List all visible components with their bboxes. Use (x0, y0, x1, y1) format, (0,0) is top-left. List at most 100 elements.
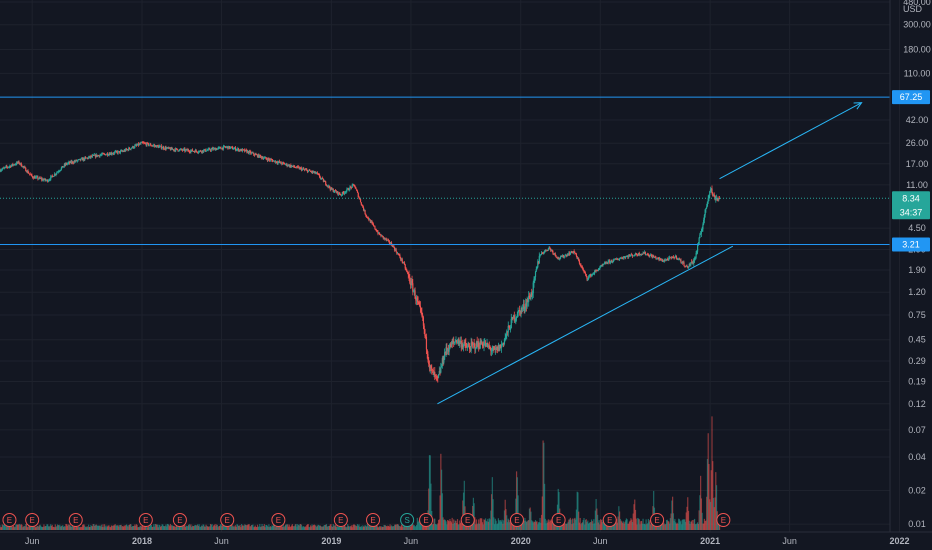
volume-bar (381, 526, 384, 530)
candle-body (562, 255, 564, 257)
price-axis[interactable]: USD480.00300.00180.00110.0042.0026.0017.… (903, 0, 931, 529)
candle-body (484, 342, 487, 347)
volume-bar (616, 522, 618, 530)
candle-body (14, 164, 16, 166)
volume-bar (203, 526, 206, 530)
candle-body (535, 268, 537, 272)
time-axis[interactable]: Jun2018Jun2019Jun2020Jun2021Jun2022JunNo… (25, 536, 932, 546)
candle-body (113, 152, 115, 154)
candle-body (563, 256, 565, 258)
candle-body (366, 216, 368, 218)
candle-body (119, 151, 121, 153)
candle-body (128, 147, 131, 150)
event-marker-ring (400, 513, 415, 527)
volume-bar (328, 525, 331, 530)
volume-bar (284, 525, 286, 530)
candle-body (58, 171, 60, 173)
volume-bar (237, 524, 239, 530)
candle-body (418, 301, 420, 305)
candle-body (504, 337, 506, 340)
candle-body (322, 178, 325, 182)
volume-bar (162, 524, 164, 530)
candle-body (267, 158, 269, 161)
candle-body (63, 166, 65, 168)
volume-bar (23, 525, 25, 530)
volume-bar (580, 524, 582, 530)
candle-body (21, 166, 23, 167)
candle-body (60, 167, 62, 170)
candle-body (146, 142, 148, 146)
candle-body (17, 161, 19, 163)
candle-body (644, 251, 646, 255)
trendlines[interactable] (437, 102, 863, 405)
volume-bar (668, 523, 671, 530)
candle-body (303, 168, 305, 170)
volume-bar (263, 524, 265, 530)
candle-body (83, 158, 85, 160)
candle-body (523, 304, 525, 310)
volume-bar (702, 523, 704, 530)
volume-bar (337, 526, 339, 530)
candle-body (702, 224, 704, 230)
candle-body (237, 148, 239, 150)
volume-bar (47, 526, 50, 530)
volume-bar (172, 525, 174, 530)
volume-bar (515, 471, 518, 530)
volume-bar (714, 497, 716, 530)
volume-bar (683, 519, 685, 530)
candle-body (506, 331, 509, 333)
candle-body (187, 149, 189, 151)
volume-bar (355, 525, 357, 530)
volume-bar (48, 526, 50, 530)
candle-body (388, 240, 390, 244)
volume-bar (248, 524, 250, 530)
candle-body (559, 258, 561, 260)
level-badge-label: 67.25 (900, 92, 923, 102)
volume-bar (150, 525, 153, 530)
candle-body (634, 253, 637, 256)
volume-bar (278, 526, 281, 530)
volume-bar (56, 525, 58, 530)
candle-body (450, 342, 453, 348)
candle-body (206, 149, 209, 151)
volume-bar (46, 524, 48, 530)
volume-bar (406, 524, 409, 530)
volume-bar (153, 524, 155, 530)
candle-body (3, 167, 5, 169)
volume-bar (52, 526, 54, 530)
volume-bar (349, 525, 351, 530)
candle-body (259, 155, 261, 158)
volume-bar (695, 524, 697, 530)
horizontal-levels[interactable] (0, 96, 890, 246)
volume-bar (261, 523, 263, 530)
volume-bar (222, 525, 225, 530)
candle-body (194, 150, 197, 153)
volume-bar (256, 524, 259, 530)
candle-body (74, 161, 76, 163)
candle-body (592, 273, 594, 275)
candle-body (145, 143, 147, 146)
volume-bar (460, 523, 462, 530)
y-tick-label: 180.00 (903, 44, 931, 54)
volume-bar (22, 526, 25, 530)
candle-body (553, 253, 556, 254)
volume-bar (163, 526, 165, 530)
volume-bar (164, 526, 166, 530)
volume-bar (457, 524, 459, 530)
candle-body (150, 145, 153, 147)
volume-bar (284, 524, 287, 530)
volume-bar (19, 525, 22, 530)
volume-bar (667, 520, 669, 530)
candle-body (375, 228, 377, 231)
candle-body (662, 261, 665, 263)
candle-body (453, 341, 455, 342)
candle-body (310, 171, 312, 173)
candle-body (286, 163, 288, 166)
volume-bar (522, 521, 524, 530)
volume-bar (475, 519, 478, 530)
volume-bar (266, 525, 268, 530)
candle-body (134, 144, 137, 146)
volume-bar (221, 525, 223, 530)
